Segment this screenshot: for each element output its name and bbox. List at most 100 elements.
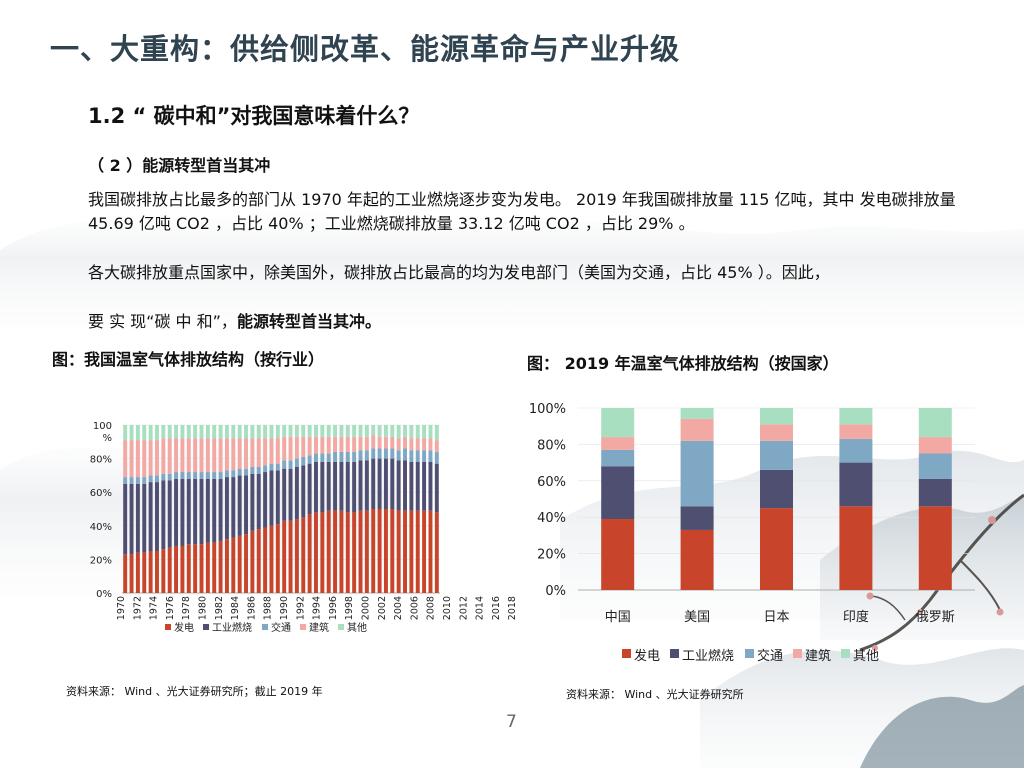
left-bar-2003-工业燃烧 [333, 461, 338, 511]
left-bar-1993-交通 [269, 463, 274, 471]
right-bar-2-工业燃烧 [680, 506, 714, 530]
left-x-tick-label: 2012 [458, 596, 469, 620]
left-bar-1987-建筑 [231, 438, 236, 471]
left-bar-2008-工业燃烧 [364, 460, 369, 511]
left-bar-1996-工业燃烧 [288, 468, 293, 521]
left-bar-1987-其他 [231, 425, 236, 439]
right-y-tick-label: 80% [537, 438, 566, 453]
left-bar-2017-交通 [422, 450, 427, 462]
left-bar-2012-其他 [390, 425, 395, 437]
left-bar-2004-工业燃烧 [339, 461, 344, 511]
left-x-tick-label: 2016 [491, 596, 502, 620]
page-title: 一、大重构：供给侧改革、能源革命与产业升级 [50, 32, 681, 66]
right-y-tick-label: 40% [537, 511, 566, 526]
left-bar-1994-其他 [275, 425, 280, 439]
left-bar-2008-其他 [364, 425, 369, 437]
left-bar-1972-交通 [135, 477, 140, 484]
left-bar-2005-发电 [345, 512, 350, 593]
right-legend-swatch-建筑 [793, 649, 802, 658]
left-bar-1995-发电 [282, 520, 287, 593]
right-bar-4-发电 [839, 506, 873, 590]
left-bar-2009-其他 [371, 425, 376, 436]
left-bar-1973-建筑 [142, 440, 147, 478]
left-bar-1988-建筑 [237, 438, 242, 469]
left-bar-1978-其他 [174, 425, 179, 439]
left-bar-1985-其他 [218, 425, 223, 439]
left-bar-2011-其他 [383, 425, 388, 437]
right-y-tick-label: 20% [537, 548, 566, 563]
left-bar-1999-发电 [307, 514, 312, 593]
left-bar-2006-交通 [352, 451, 357, 462]
left-y-tick-label: 100% [93, 421, 112, 444]
left-bar-1984-交通 [212, 472, 217, 479]
left-bar-2017-工业燃烧 [422, 461, 427, 511]
left-bar-2001-发电 [320, 512, 325, 593]
left-y-tick-label-line: 40% [90, 522, 112, 533]
left-bar-2005-工业燃烧 [345, 461, 350, 513]
left-bar-1980-发电 [186, 544, 191, 593]
left-x-tick-label: 2004 [393, 596, 404, 620]
left-bar-1970-交通 [123, 477, 128, 484]
left-bar-2008-建筑 [364, 436, 369, 451]
left-bar-1971-工业燃烧 [129, 483, 134, 555]
right-bar-1-建筑 [601, 437, 635, 450]
left-bar-2013-工业燃烧 [396, 460, 401, 511]
left-bar-2016-其他 [415, 425, 420, 439]
left-x-tick-label: 1998 [344, 596, 355, 620]
left-legend-label: 建筑 [309, 621, 329, 634]
left-bar-1990-建筑 [250, 438, 255, 467]
left-bar-1975-其他 [155, 425, 159, 441]
paragraph-country-comparison: 各大碳排放重点国家中，除美国外，碳排放占比最高的均为发电部门（美国为交通，占比 … [88, 263, 830, 282]
right-bar-2-交通 [680, 440, 714, 507]
left-bar-1972-建筑 [135, 440, 140, 478]
left-bar-2017-发电 [422, 510, 427, 593]
left-bar-2001-工业燃烧 [320, 461, 325, 513]
left-bar-1990-工业燃烧 [250, 473, 255, 531]
left-bar-1977-发电 [167, 547, 172, 593]
left-bar-2006-发电 [352, 512, 357, 593]
left-bar-2015-发电 [409, 510, 414, 593]
subsection-heading: （ 2 ）能源转型首当其冲 [88, 156, 271, 175]
left-bar-1992-发电 [263, 527, 268, 593]
left-bar-1970-建筑 [123, 440, 128, 478]
left-bar-1972-工业燃烧 [135, 483, 140, 553]
left-bar-2011-交通 [383, 448, 388, 459]
left-bar-1979-其他 [180, 425, 185, 439]
left-bar-2018-建筑 [428, 438, 433, 451]
left-bar-2006-其他 [352, 425, 357, 437]
left-chart-x-ticks: 1970 1972 1974 1976 1978 1980 1982 1984 1986 1988… [116, 596, 518, 620]
right-chart-source: 资料来源： Wind 、光大证券研究所 [566, 688, 744, 701]
right-bar-3-发电 [760, 508, 793, 590]
right-x-tick-label: 俄罗斯 [916, 610, 955, 625]
left-bar-1982-建筑 [199, 438, 204, 473]
right-y-tick-label: 0% [545, 584, 566, 599]
left-bar-2010-交通 [377, 448, 382, 459]
left-legend-label: 其他 [347, 621, 367, 634]
left-bar-1971-发电 [129, 554, 134, 593]
left-bar-2007-建筑 [358, 436, 363, 451]
left-bar-2000-发电 [314, 512, 318, 593]
left-bar-1994-交通 [275, 463, 280, 471]
left-bar-1973-交通 [142, 477, 147, 484]
right-chart-bars [601, 408, 952, 590]
left-bar-2009-工业燃烧 [371, 458, 376, 509]
left-bar-1995-其他 [282, 425, 287, 437]
left-bar-2000-工业燃烧 [314, 461, 318, 513]
left-x-tick-label: 2008 [426, 596, 437, 620]
left-bar-1996-发电 [288, 520, 293, 593]
left-bar-2012-发电 [390, 509, 395, 593]
left-bar-2016-交通 [415, 450, 420, 462]
left-bar-1990-交通 [250, 467, 255, 474]
left-legend-swatch-发电 [165, 624, 171, 630]
left-bar-1993-其他 [269, 425, 274, 439]
left-bar-1975-工业燃烧 [155, 482, 159, 551]
left-bar-2012-建筑 [390, 436, 395, 449]
left-bar-2018-其他 [428, 425, 433, 439]
left-bar-1997-发电 [294, 519, 299, 593]
left-x-tick-label: 1994 [312, 596, 323, 620]
left-bar-2014-交通 [403, 448, 407, 461]
left-x-tick-label: 1976 [165, 596, 176, 620]
left-bar-1984-发电 [212, 542, 217, 593]
left-y-tick-label: 40% [90, 522, 112, 533]
